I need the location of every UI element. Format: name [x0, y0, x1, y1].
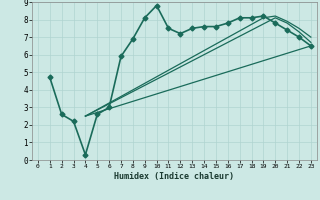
X-axis label: Humidex (Indice chaleur): Humidex (Indice chaleur)	[115, 172, 234, 181]
